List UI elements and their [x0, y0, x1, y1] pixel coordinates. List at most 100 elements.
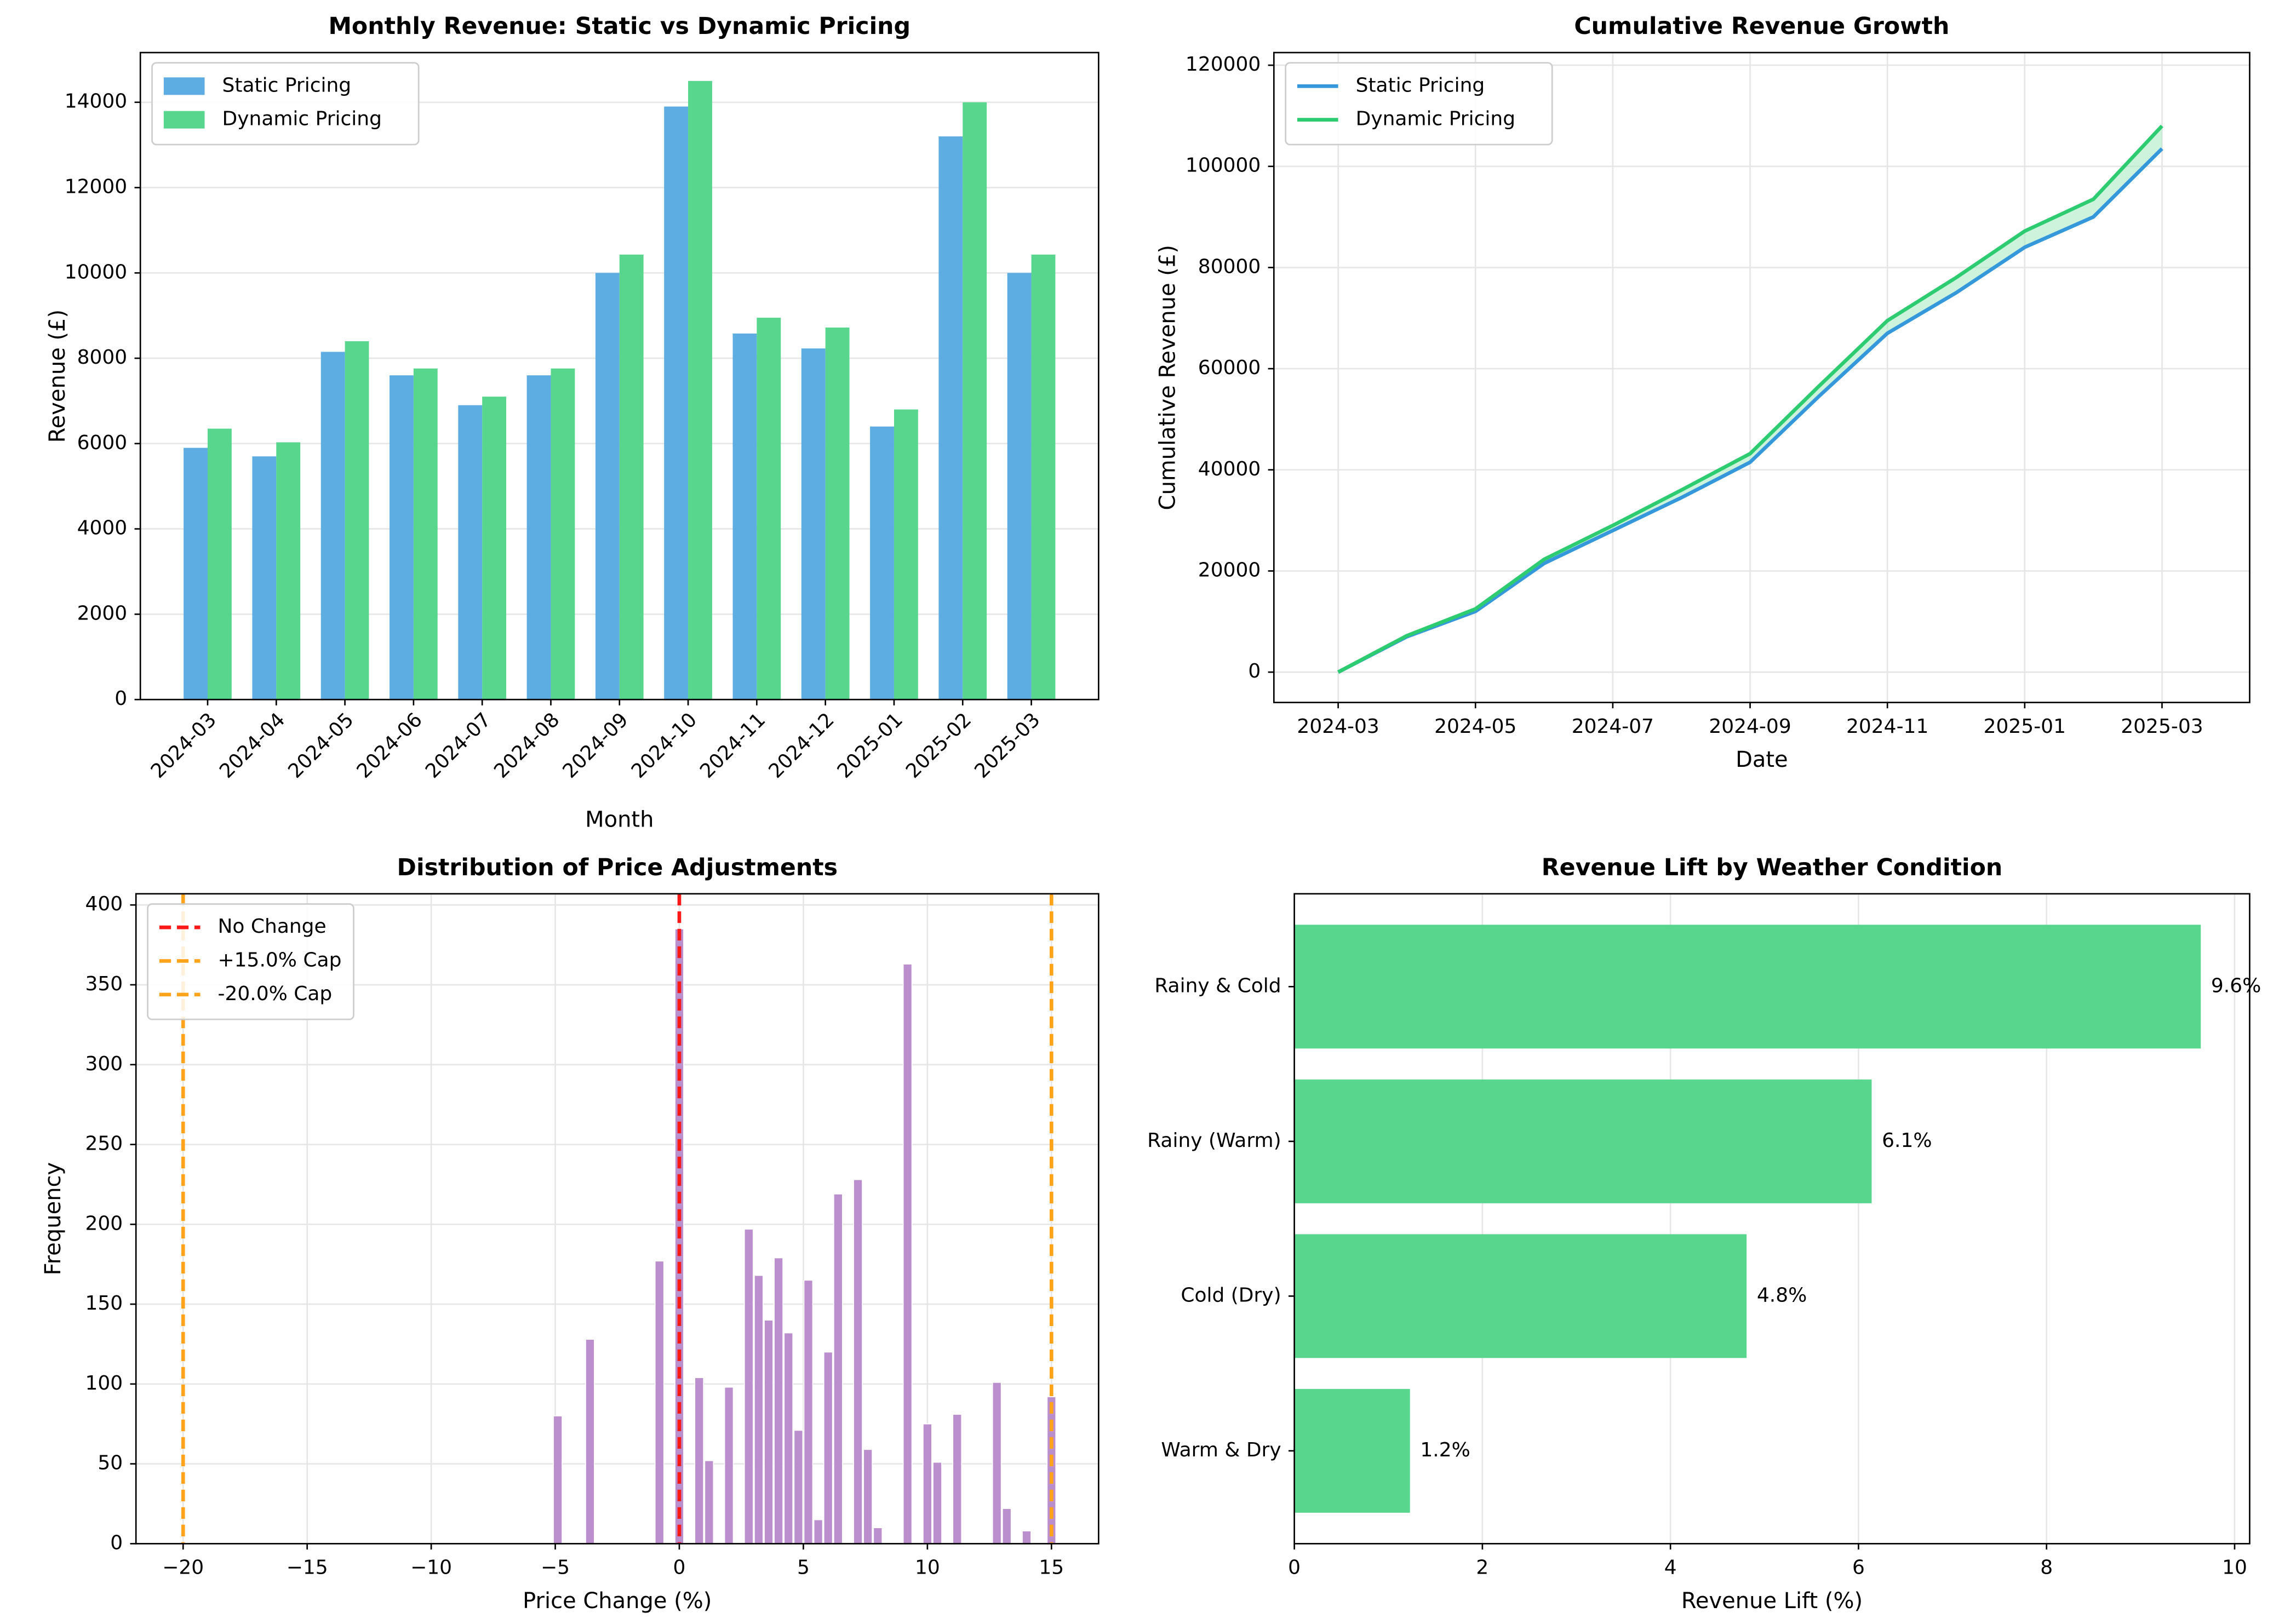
- x-tick-label: 10: [2222, 1557, 2247, 1579]
- bar: [619, 254, 644, 700]
- y-tick-label: 400: [85, 893, 123, 915]
- x-tick-label: 2025-01: [833, 709, 907, 783]
- bar: [1046, 1396, 1057, 1545]
- y-tick-label: Rainy (Warm): [1147, 1129, 1281, 1152]
- chart-panel: Distribution of Price Adjustments0501001…: [41, 854, 1100, 1614]
- x-tick-label: −20: [162, 1557, 204, 1579]
- bar: [655, 1260, 665, 1545]
- x-tick-label: 4: [1664, 1557, 1677, 1579]
- y-tick-label: 6000: [77, 432, 128, 454]
- bar: [923, 1423, 932, 1545]
- bar: [184, 447, 208, 700]
- y-tick-label: 300: [85, 1053, 123, 1075]
- marks: [1337, 124, 2163, 674]
- value-label: 4.8%: [1757, 1284, 1807, 1306]
- y-tick-label: 60000: [1198, 357, 1261, 379]
- x-tick-label: 5: [797, 1557, 810, 1579]
- bar: [1294, 1234, 1747, 1358]
- bar: [595, 273, 620, 700]
- line: [1337, 147, 2163, 674]
- y-tick-label: 2000: [77, 602, 128, 624]
- y-tick-label: 250: [85, 1133, 123, 1155]
- x-tick-label: 2024-05: [284, 709, 358, 783]
- y-tick-label: 150: [85, 1292, 123, 1315]
- bar: [938, 136, 963, 700]
- bar: [813, 1519, 823, 1545]
- x-tick-label: 8: [2040, 1557, 2053, 1579]
- bar: [724, 1386, 734, 1545]
- bar: [764, 1319, 774, 1545]
- x-tick-label: 2024-11: [696, 709, 770, 783]
- bar: [873, 1527, 883, 1545]
- legend-label: -20.0% Cap: [218, 983, 333, 1005]
- chart-title: Cumulative Revenue Growth: [1574, 13, 1949, 40]
- bar: [553, 1415, 563, 1545]
- bar: [803, 1279, 814, 1545]
- bar: [863, 1449, 873, 1545]
- y-tick-label: 20000: [1198, 559, 1261, 581]
- bar: [992, 1382, 1002, 1545]
- bar: [585, 1339, 595, 1545]
- bar: [823, 1351, 833, 1545]
- x-tick-label: 2024-12: [764, 709, 838, 783]
- bar: [1002, 1508, 1012, 1545]
- bar: [345, 341, 369, 700]
- bar: [276, 442, 301, 700]
- chart-title: Distribution of Price Adjustments: [397, 854, 838, 881]
- y-tick-label: 0: [1248, 660, 1261, 682]
- axes-frame: [135, 893, 1100, 1545]
- x-tick-label: −5: [541, 1557, 570, 1579]
- bar: [1294, 1388, 1410, 1513]
- x-tick-label: −15: [287, 1557, 328, 1579]
- bar: [952, 1414, 962, 1545]
- legend-box: [151, 62, 420, 146]
- bar: [783, 1332, 793, 1545]
- legend: Static Pricing Dynamic Pricing: [151, 62, 420, 146]
- chart-panel: Revenue Lift by Weather Condition 0 2 4 6 8 10…: [1147, 854, 2261, 1614]
- legend-label: Static Pricing: [222, 74, 352, 96]
- y-tick-label: 12000: [65, 176, 127, 198]
- bar: [1294, 1079, 1872, 1203]
- chart-panel: Cumulative Revenue Growth 0 20000 40000 6000…: [1155, 13, 2251, 772]
- bar: [757, 318, 781, 700]
- x-tick-label: 2024-07: [421, 709, 495, 783]
- x-tick-label: 2024-04: [215, 709, 289, 783]
- y-tick-label: 4000: [77, 517, 128, 540]
- x-tick-label: −10: [410, 1557, 452, 1579]
- legend-label: No Change: [218, 915, 327, 938]
- bar: [1007, 273, 1032, 700]
- bar: [1031, 254, 1056, 700]
- x-axis-label: Price Change (%): [523, 1588, 712, 1614]
- legend-box: [1285, 62, 1553, 146]
- x-tick-label: 10: [915, 1557, 940, 1579]
- bar: [694, 1377, 704, 1545]
- bar: [390, 375, 414, 700]
- x-tick-label: 2: [1476, 1557, 1488, 1579]
- x-tick-label: 2025-01: [1984, 715, 2066, 738]
- y-tick-label: 80000: [1198, 255, 1261, 278]
- chart-title: Monthly Revenue: Static vs Dynamic Prici…: [328, 13, 911, 40]
- bar: [801, 348, 826, 700]
- y-tick-label: 14000: [65, 90, 127, 113]
- y-tick-label: 0: [110, 1531, 123, 1554]
- bar: [526, 375, 551, 700]
- x-tick-label: 0: [673, 1557, 686, 1579]
- x-tick-label: 2024-09: [1709, 715, 1791, 738]
- bar: [688, 81, 712, 700]
- bar: [853, 1179, 863, 1545]
- bar: [1294, 925, 2201, 1049]
- bar: [932, 1461, 942, 1545]
- y-tick-label: 50: [98, 1452, 123, 1474]
- axes-frame: [1273, 51, 2251, 703]
- chart-title: Revenue Lift by Weather Condition: [1542, 854, 2002, 881]
- bar: [744, 1229, 754, 1545]
- marks: [1294, 925, 2201, 1513]
- bar: [902, 963, 913, 1545]
- y-tick-label: 40000: [1198, 458, 1261, 480]
- bar: [754, 1275, 764, 1545]
- x-axis-label: Revenue Lift (%): [1681, 1588, 1863, 1614]
- y-tick-label: 120000: [1186, 53, 1261, 76]
- legend-box: [147, 903, 354, 1020]
- x-tick-label: 2024-03: [147, 709, 221, 783]
